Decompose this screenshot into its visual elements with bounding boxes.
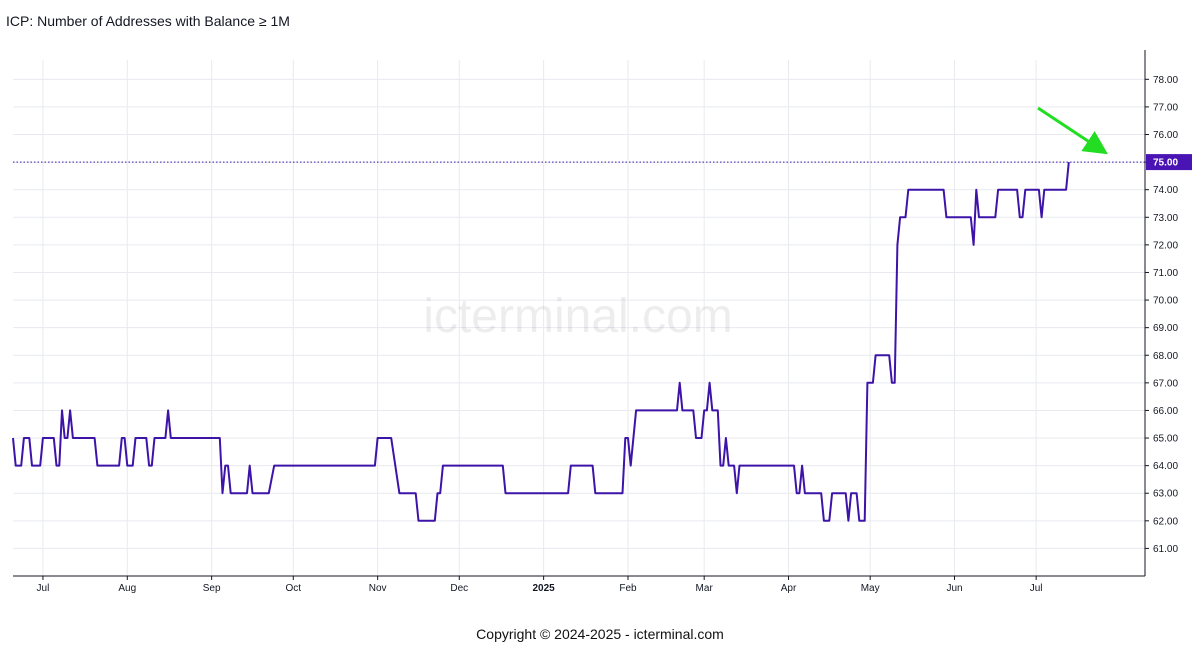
x-tick-label: Jul <box>37 583 50 594</box>
x-tick-label: Apr <box>781 583 797 594</box>
x-tick-label: Dec <box>450 583 468 594</box>
last-value-badge: 75.00 <box>1146 154 1192 171</box>
x-tick-label: Aug <box>118 583 136 594</box>
y-tick-label: 69.00 <box>1153 323 1178 334</box>
y-tick-label: 78.00 <box>1153 75 1178 86</box>
x-tick-label: Feb <box>619 583 637 594</box>
y-tick-label: 63.00 <box>1153 489 1178 500</box>
x-tick-label: Nov <box>369 583 387 594</box>
x-tick-label: May <box>861 583 880 594</box>
series-line[interactable] <box>12 162 1070 522</box>
y-tick-label: 74.00 <box>1153 185 1178 196</box>
y-tick-label: 62.00 <box>1153 516 1178 527</box>
watermark: icterminal.com <box>423 290 732 343</box>
y-tick-label: 72.00 <box>1153 240 1178 251</box>
grid-lines <box>13 60 1145 576</box>
last-value-label: 75.00 <box>1153 158 1178 169</box>
x-tick-label: Jul <box>1030 583 1043 594</box>
copyright-text: Copyright © 2024-2025 - icterminal.com <box>476 626 724 642</box>
y-tick-label: 77.00 <box>1153 102 1178 113</box>
y-tick-label: 68.00 <box>1153 351 1178 362</box>
y-tick-label: 66.00 <box>1153 406 1178 417</box>
axes <box>13 50 1146 577</box>
x-tick-label: Oct <box>285 583 301 594</box>
x-tick-label: Sep <box>203 583 221 594</box>
y-tick-label: 71.00 <box>1153 268 1178 279</box>
highlight-arrow <box>1037 106 1109 155</box>
y-tick-label: 70.00 <box>1153 296 1178 307</box>
x-tick-label: 2025 <box>533 583 556 594</box>
chart-canvas[interactable]: icterminal.com Jul Aug Sep Oct Nov Dec 2025 Feb… <box>0 0 1200 620</box>
y-tick-label: 61.00 <box>1153 544 1178 555</box>
y-tick-label: 76.00 <box>1153 130 1178 141</box>
x-tick-label: Jun <box>946 583 962 594</box>
last-value-badge-bg <box>1146 154 1192 171</box>
y-tick-label: 65.00 <box>1153 434 1178 445</box>
chart-title: ICP: Number of Addresses with Balance ≥ … <box>6 13 290 29</box>
x-axis: Jul Aug Sep Oct Nov Dec 2025 Feb Mar Apr May Jun Jul <box>37 576 1043 594</box>
y-tick-label: 73.00 <box>1153 213 1178 224</box>
x-tick-label: Mar <box>696 583 714 594</box>
y-tick-label: 67.00 <box>1153 378 1178 389</box>
y-tick-label: 64.00 <box>1153 461 1178 472</box>
y-axis: 61.00 62.00 63.00 64.00 65.00 66.00 67.00 68.00… <box>1145 75 1178 555</box>
